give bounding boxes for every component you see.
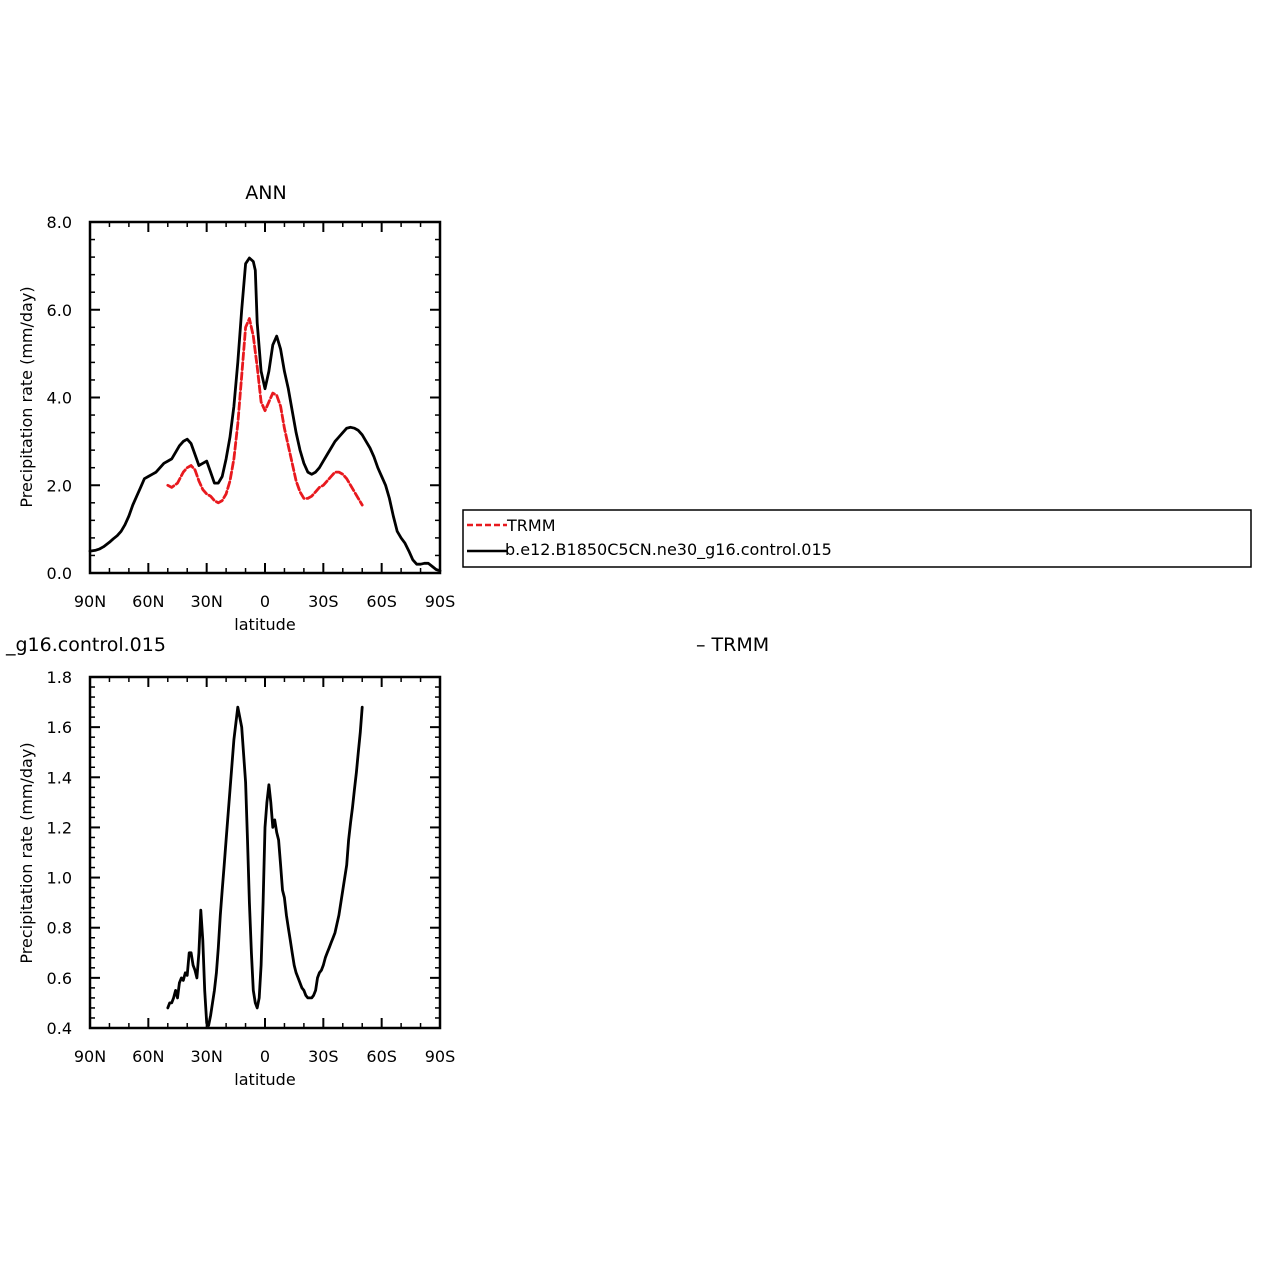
legend-label-trmm: TRMM bbox=[506, 516, 556, 535]
y-tick-label: 2.0 bbox=[47, 476, 72, 495]
y-tick-label: 0.8 bbox=[47, 919, 72, 938]
chart-title: ANN bbox=[245, 182, 286, 204]
x-axis-label: latitude bbox=[234, 1070, 295, 1089]
y-tick-label: 1.4 bbox=[47, 768, 72, 787]
x-tick-label: 30S bbox=[308, 592, 339, 611]
y-tick-label: 8.0 bbox=[47, 213, 72, 232]
x-tick-label: 30S bbox=[308, 1047, 339, 1066]
y-tick-label: 0.0 bbox=[47, 564, 72, 583]
x-tick-label: 0 bbox=[260, 1047, 270, 1066]
y-tick-label: 1.8 bbox=[47, 668, 72, 687]
y-axis-label: Precipitation rate (mm/day) bbox=[17, 742, 36, 963]
x-axis-label: latitude bbox=[234, 615, 295, 634]
x-tick-label: 90S bbox=[425, 592, 456, 611]
x-tick-label: 90N bbox=[74, 592, 106, 611]
chart-panel-top: ANN latitude Precipitation rate (mm/day)… bbox=[17, 182, 455, 634]
x-tick-label: 60S bbox=[366, 1047, 397, 1066]
x-tick-label: 60N bbox=[132, 1047, 164, 1066]
legend-label-model: b.e12.B1850C5CN.ne30_g16.control.015 bbox=[505, 540, 832, 560]
series-line-b-e12-b1850c5cn-ne30-g16-control-015 bbox=[88, 256, 442, 573]
x-tick-label: 30N bbox=[191, 1047, 223, 1066]
series-line bbox=[166, 705, 364, 1027]
y-tick-label: 1.0 bbox=[47, 869, 72, 888]
x-tick-label: 90S bbox=[425, 1047, 456, 1066]
chart-title-right: – TRMM bbox=[696, 634, 769, 656]
legend: TRMM b.e12.B1850C5CN.ne30_g16.control.01… bbox=[462, 509, 1252, 568]
chart-panel-bottom: _g16.control.015 – TRMM latitude Precipi… bbox=[5, 634, 769, 1089]
y-tick-label: 4.0 bbox=[47, 389, 72, 408]
x-tick-label: 30N bbox=[191, 592, 223, 611]
y-tick-label: 1.2 bbox=[47, 818, 72, 837]
x-tick-label: 0 bbox=[260, 592, 270, 611]
series-line-trmm bbox=[166, 317, 364, 507]
y-tick-label: 0.4 bbox=[47, 1019, 72, 1038]
chart-title-left: _g16.control.015 bbox=[5, 634, 166, 656]
x-tick-label: 60S bbox=[366, 592, 397, 611]
x-tick-label: 60N bbox=[132, 592, 164, 611]
y-tick-label: 6.0 bbox=[47, 301, 72, 320]
x-tick-label: 90N bbox=[74, 1047, 106, 1066]
y-tick-label: 0.6 bbox=[47, 969, 72, 988]
y-axis-label: Precipitation rate (mm/day) bbox=[17, 286, 36, 507]
y-tick-label: 1.6 bbox=[47, 718, 72, 737]
legend-box bbox=[462, 509, 1252, 568]
